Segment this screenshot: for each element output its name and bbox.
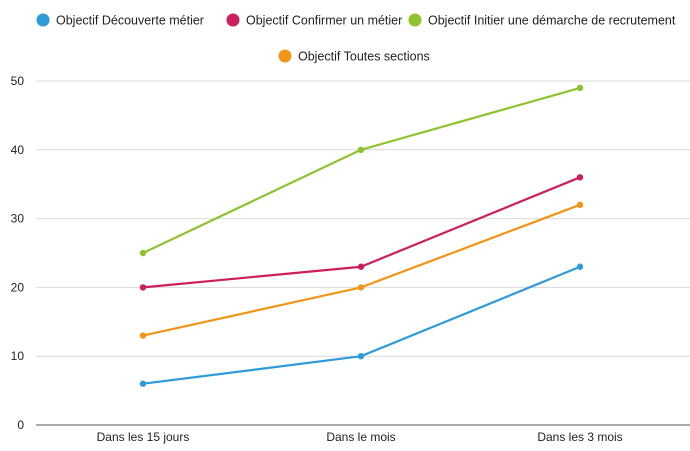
data-point [357,284,365,291]
grid-lines [36,80,690,426]
series-line [141,203,582,337]
legend-swatch [278,49,292,63]
legend-swatch [408,13,422,27]
data-point [139,380,147,387]
series-line [141,176,582,289]
legend: Objectif Découverte métier Objectif Confi… [36,13,676,64]
y-tick-label: 20 [11,280,25,294]
y-tick-label: 40 [11,143,25,157]
legend-item: Objectif Initier une démarche de recrute… [408,13,676,28]
data-point [357,353,365,360]
data-point [576,84,584,92]
data-point [139,332,147,339]
legend-swatch [226,13,240,27]
data-point [139,249,147,257]
legend-item: Objectif Découverte métier [36,13,204,28]
legend-swatch [36,13,50,27]
x-axis-tick-labels: Dans les 15 jours Dans le mois Dans les 3 … [97,430,623,444]
data-point [576,263,584,270]
series [139,174,584,291]
legend-label: Objectif Toutes sections [298,50,430,64]
x-tick-label: Dans les 3 mois [537,430,622,444]
series [139,201,584,339]
data-point [139,284,147,291]
y-axis-tick-labels: 0 10 20 30 40 50 [11,74,25,432]
legend-item: Objectif Confirmer un métier [226,13,402,28]
series-line [141,86,582,255]
data-point [576,174,584,181]
data-point [357,146,365,153]
x-tick-label: Dans les 15 jours [97,430,190,444]
legend-label: Objectif Confirmer un métier [246,14,402,28]
data-point [357,263,365,270]
legend-label: Objectif Découverte métier [56,14,204,28]
series [139,84,584,257]
y-tick-label: 30 [11,212,25,226]
y-tick-label: 10 [11,349,25,363]
legend-item: Objectif Toutes sections [278,49,430,64]
x-tick-label: Dans le mois [326,430,395,444]
series [139,263,584,387]
data-point [576,201,584,209]
y-tick-label: 50 [11,74,25,88]
legend-label: Objectif Initier une démarche de recrute… [428,14,676,28]
series-lines [139,84,584,387]
y-tick-label: 0 [17,418,24,432]
